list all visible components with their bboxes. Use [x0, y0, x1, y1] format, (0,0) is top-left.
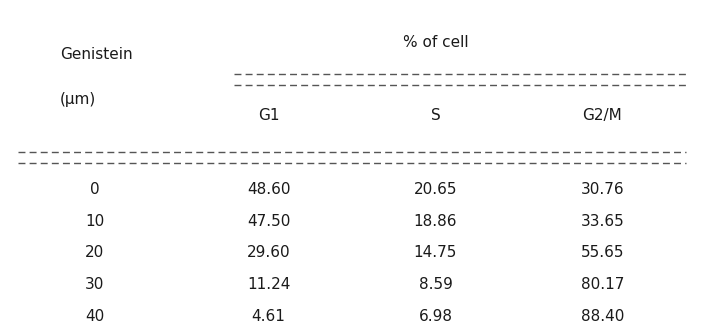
- Text: 11.24: 11.24: [247, 277, 290, 292]
- Text: Genistein: Genistein: [60, 47, 132, 63]
- Text: 48.60: 48.60: [247, 182, 290, 197]
- Text: 0: 0: [90, 182, 99, 197]
- Text: G1: G1: [258, 108, 279, 123]
- Text: 20: 20: [85, 245, 104, 261]
- Text: 29.60: 29.60: [246, 245, 290, 261]
- Text: 8.59: 8.59: [419, 277, 453, 292]
- Text: 40: 40: [85, 309, 104, 324]
- Text: 55.65: 55.65: [581, 245, 624, 261]
- Text: 88.40: 88.40: [581, 309, 624, 324]
- Text: 80.17: 80.17: [581, 277, 624, 292]
- Text: 6.98: 6.98: [418, 309, 453, 324]
- Text: 18.86: 18.86: [414, 214, 457, 229]
- Text: (μm): (μm): [60, 92, 96, 107]
- Text: S: S: [431, 108, 441, 123]
- Text: 4.61: 4.61: [251, 309, 285, 324]
- Text: 30: 30: [85, 277, 104, 292]
- Text: 14.75: 14.75: [414, 245, 457, 261]
- Text: 47.50: 47.50: [247, 214, 290, 229]
- Text: 10: 10: [85, 214, 104, 229]
- Text: 20.65: 20.65: [414, 182, 457, 197]
- Text: 33.65: 33.65: [581, 214, 624, 229]
- Text: 30.76: 30.76: [581, 182, 624, 197]
- Text: G2/M: G2/M: [583, 108, 622, 123]
- Text: % of cell: % of cell: [403, 35, 468, 50]
